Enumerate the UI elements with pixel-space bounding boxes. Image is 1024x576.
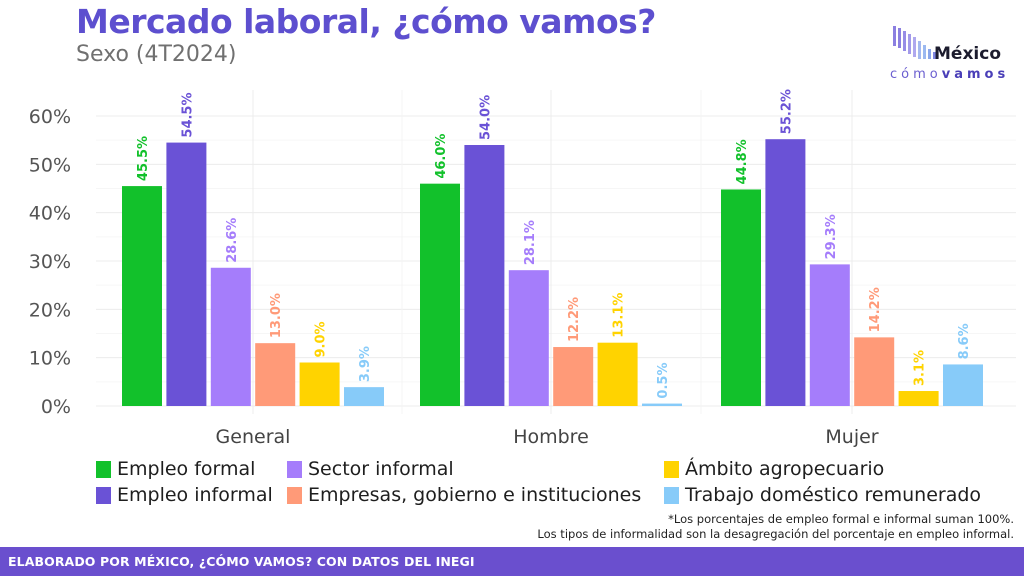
bar	[255, 343, 296, 406]
data-label: 45.5%	[136, 136, 151, 181]
chart-subtitle: Sexo (4T2024)	[76, 42, 237, 67]
legend-label: Trabajo doméstico remunerado	[685, 484, 982, 506]
legend-label: Empleo formal	[117, 458, 256, 480]
chart-title: Mercado laboral, ¿cómo vamos?	[76, 2, 656, 41]
bar	[721, 189, 761, 406]
x-tick-label: General	[216, 426, 291, 448]
bar	[464, 145, 505, 406]
data-labels: 45.5% 54.5% 28.6% 13.0% 9.0% 3.9% 46.0% 54.0% 28…	[136, 89, 972, 398]
data-label: 8.6%	[957, 323, 972, 359]
bar	[420, 183, 460, 406]
logo-bars-icon	[893, 26, 936, 59]
footnote: *Los porcentajes de empleo formal e info…	[537, 512, 1014, 542]
data-label: 28.1%	[523, 220, 538, 265]
data-label: 29.3%	[824, 214, 839, 259]
legend-swatch	[287, 486, 302, 504]
bar	[122, 186, 162, 406]
data-label: 54.5%	[180, 92, 195, 137]
legend-item-empleo-formal: Empleo formal	[96, 458, 255, 480]
legend-swatch	[664, 460, 679, 478]
bar	[854, 337, 895, 406]
legend-label: Ámbito agropecuario	[685, 458, 885, 480]
data-label: 9.0%	[314, 321, 329, 357]
legend-label: Empleo informal	[117, 484, 273, 506]
legend-item-empresas-gobierno: Empresas, gobierno e instituciones	[287, 484, 641, 506]
data-label: 3.9%	[358, 346, 373, 382]
legend-swatch	[96, 460, 111, 478]
footer-credit: ELABORADO POR MÉXICO, ¿CÓMO VAMOS? CON D…	[8, 554, 475, 569]
data-label: 14.2%	[868, 287, 883, 332]
y-tick-label: 10%	[29, 348, 71, 370]
legend-label: Sector informal	[308, 458, 454, 480]
footnote-line-1: *Los porcentajes de empleo formal e info…	[668, 512, 1014, 526]
data-label: 55.2%	[779, 89, 794, 134]
bar-chart: 0% 10% 20% 30% 40% 50% 60% 45.5% 54.5% 28.6% 13.0…	[29, 89, 1016, 448]
bars	[122, 139, 983, 407]
data-label: 3.1%	[913, 350, 928, 386]
footer-bar: ELABORADO POR MÉXICO, ¿CÓMO VAMOS? CON D…	[0, 547, 1024, 576]
bar	[210, 267, 251, 406]
x-tick-label: Mujer	[825, 426, 878, 448]
bar	[344, 387, 384, 406]
legend-swatch	[287, 460, 302, 478]
y-tick-label: 50%	[29, 154, 71, 176]
y-tick-label: 40%	[29, 203, 71, 225]
legend-item-empleo-informal: Empleo informal	[96, 484, 273, 506]
legend-label: Empresas, gobierno e instituciones	[308, 484, 642, 506]
y-tick-label: 60%	[29, 106, 71, 128]
bar	[642, 403, 682, 406]
data-label: 44.8%	[735, 139, 750, 184]
legend-item-trabajo-domestico: Trabajo doméstico remunerado	[664, 484, 981, 506]
data-label: 54.0%	[478, 95, 493, 140]
legend: Empleo formal Empleo informal Sector inf…	[96, 458, 1016, 510]
logo-tagline: cómovamos	[890, 67, 1009, 82]
data-label: 12.2%	[567, 297, 582, 342]
x-axis-ticks: General Hombre Mujer	[216, 426, 879, 448]
data-label: 0.5%	[656, 363, 671, 399]
y-tick-label: 0%	[41, 396, 71, 418]
x-tick-label: Hombre	[513, 426, 589, 448]
legend-item-sector-informal: Sector informal	[287, 458, 454, 480]
bar	[166, 142, 207, 407]
legend-item-ambito-agropecuario: Ámbito agropecuario	[664, 458, 884, 480]
bar	[553, 347, 594, 406]
bar	[765, 139, 806, 406]
logo-tagline-bold: vamos	[941, 67, 1010, 82]
legend-swatch	[96, 486, 111, 504]
y-axis-ticks: 0% 10% 20% 30% 40% 50% 60%	[29, 106, 71, 418]
footnote-line-2: Los tipos de informalidad son la desagre…	[537, 527, 1014, 541]
logo-name: México	[934, 44, 1001, 64]
bar	[597, 342, 638, 406]
legend-swatch	[664, 486, 679, 504]
data-label: 13.0%	[269, 293, 284, 338]
bar	[898, 391, 939, 406]
logo-tagline-light: cómo	[890, 67, 942, 82]
bar	[508, 270, 549, 406]
mexico-como-vamos-logo: México cómovamos	[890, 22, 1020, 84]
bar	[299, 362, 340, 406]
y-tick-label: 20%	[29, 299, 71, 321]
data-label: 13.1%	[612, 293, 627, 338]
data-label: 28.6%	[225, 218, 240, 263]
bar	[943, 364, 983, 406]
data-label: 46.0%	[434, 134, 449, 179]
bar	[809, 264, 850, 406]
y-tick-label: 30%	[29, 251, 71, 273]
